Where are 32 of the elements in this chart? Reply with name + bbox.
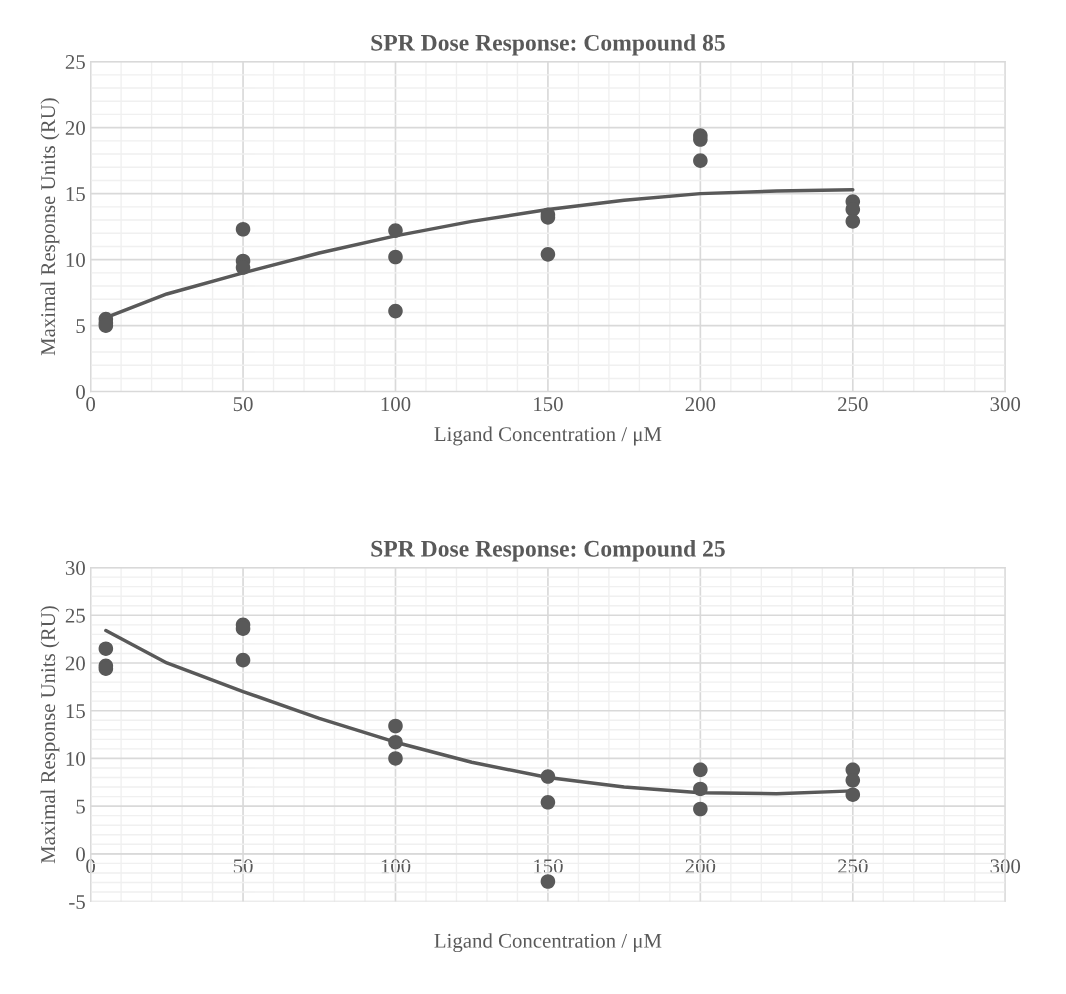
x-tick-label: 250 xyxy=(838,397,868,412)
x-tick-label: 250 xyxy=(838,859,868,874)
y-tick-label: 30 xyxy=(65,560,85,576)
y-tick-label: 15 xyxy=(66,187,85,202)
y-tick-label: 15 xyxy=(66,704,85,719)
x-tick-label: 300 xyxy=(990,859,1021,874)
x-tick-label: 50 xyxy=(233,397,253,412)
y-tick-label: 5 xyxy=(76,799,85,814)
x-tick-label: 0 xyxy=(86,397,96,412)
x-tick-label: 0 xyxy=(86,859,96,874)
y-tick-label: 10 xyxy=(66,253,85,268)
y-axis-title: Maximal Response Units (RU) xyxy=(40,606,60,864)
x-tick-label: 100 xyxy=(381,397,411,412)
y-tick-label: 5 xyxy=(76,319,85,334)
y-tick-label: 20 xyxy=(65,656,85,671)
x-tick-label: 150 xyxy=(534,397,563,412)
y-tick-label: 0 xyxy=(76,847,85,862)
y-tick-label: -5 xyxy=(69,895,85,909)
y-tick-label: 25 xyxy=(65,608,85,623)
y-axis-title: Maximal Response Units (RU) xyxy=(40,98,60,356)
x-axis-title: Ligand Concentration / μM xyxy=(434,933,662,953)
x-tick-label: 300 xyxy=(990,397,1021,412)
x-tick-label: 150 xyxy=(534,859,563,874)
x-tick-label: 200 xyxy=(685,397,716,412)
y-tick-label: 20 xyxy=(65,121,85,136)
x-axis-title: Ligand Concentration / μM xyxy=(434,426,662,446)
chart-title: SPR Dose Response: Compound 85 xyxy=(371,34,725,56)
x-tick-label: 50 xyxy=(233,859,253,874)
chart-title: SPR Dose Response: Compound 25 xyxy=(371,540,725,562)
y-tick-label: 10 xyxy=(66,751,85,766)
y-tick-label: 25 xyxy=(65,55,85,70)
y-tick-label: 0 xyxy=(76,385,85,400)
